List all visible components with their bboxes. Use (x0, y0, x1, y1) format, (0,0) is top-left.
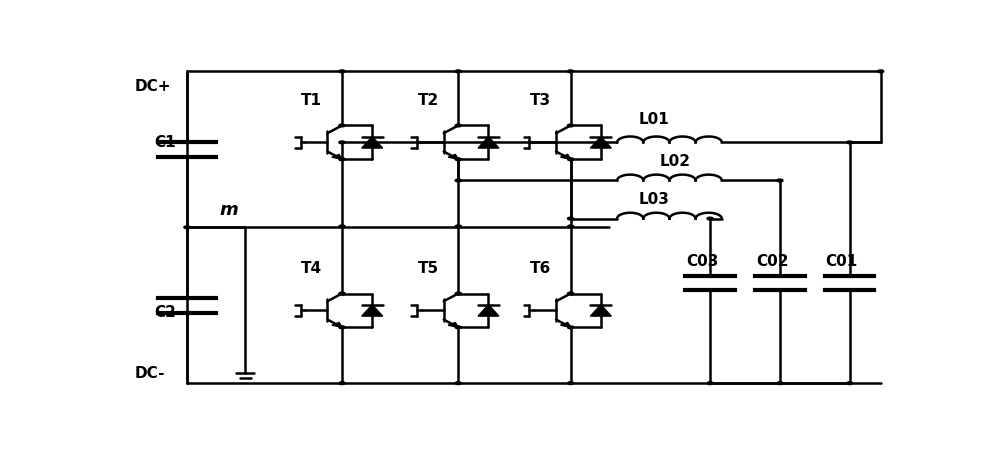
Circle shape (339, 70, 345, 73)
Circle shape (777, 382, 783, 385)
Text: T2: T2 (418, 93, 439, 108)
Circle shape (568, 326, 574, 328)
Polygon shape (332, 154, 342, 159)
Circle shape (568, 158, 574, 161)
Text: L02: L02 (659, 154, 690, 169)
Text: L03: L03 (638, 192, 669, 207)
Polygon shape (448, 154, 458, 159)
Text: T5: T5 (418, 261, 439, 276)
Circle shape (455, 326, 461, 328)
Circle shape (568, 292, 574, 295)
Text: DC-: DC- (134, 366, 165, 381)
Polygon shape (478, 137, 499, 148)
Polygon shape (478, 305, 499, 316)
Text: C2: C2 (154, 305, 176, 320)
Circle shape (568, 124, 574, 127)
Polygon shape (590, 305, 611, 316)
Text: T4: T4 (301, 261, 322, 276)
Circle shape (455, 179, 461, 182)
Circle shape (339, 141, 345, 144)
Circle shape (777, 179, 783, 182)
Text: T1: T1 (301, 93, 322, 108)
Circle shape (568, 382, 574, 385)
Circle shape (707, 217, 713, 220)
Text: T3: T3 (530, 93, 551, 108)
Circle shape (847, 382, 853, 385)
Circle shape (455, 158, 461, 161)
Text: m: m (220, 201, 238, 219)
Polygon shape (560, 323, 571, 328)
Circle shape (455, 225, 461, 228)
Circle shape (568, 217, 574, 220)
Text: C01: C01 (826, 254, 858, 270)
Circle shape (184, 226, 190, 229)
Polygon shape (590, 137, 611, 148)
Circle shape (339, 382, 345, 385)
Circle shape (455, 70, 461, 73)
Circle shape (339, 225, 345, 228)
Polygon shape (362, 137, 383, 148)
Text: L01: L01 (638, 112, 669, 127)
Circle shape (339, 124, 345, 127)
Polygon shape (560, 154, 571, 159)
Polygon shape (332, 323, 342, 328)
Circle shape (455, 382, 461, 385)
Polygon shape (362, 305, 383, 316)
Circle shape (568, 225, 574, 228)
Circle shape (455, 124, 461, 127)
Text: C02: C02 (756, 254, 788, 270)
Text: C03: C03 (686, 254, 719, 270)
Circle shape (707, 382, 713, 385)
Circle shape (339, 326, 345, 328)
Circle shape (339, 158, 345, 161)
Circle shape (339, 292, 345, 295)
Text: T6: T6 (530, 261, 551, 276)
Circle shape (455, 292, 461, 295)
Circle shape (568, 70, 574, 73)
Text: DC+: DC+ (134, 79, 171, 94)
Circle shape (847, 141, 853, 144)
Text: C1: C1 (154, 135, 176, 150)
Polygon shape (448, 323, 458, 328)
Circle shape (878, 70, 884, 73)
